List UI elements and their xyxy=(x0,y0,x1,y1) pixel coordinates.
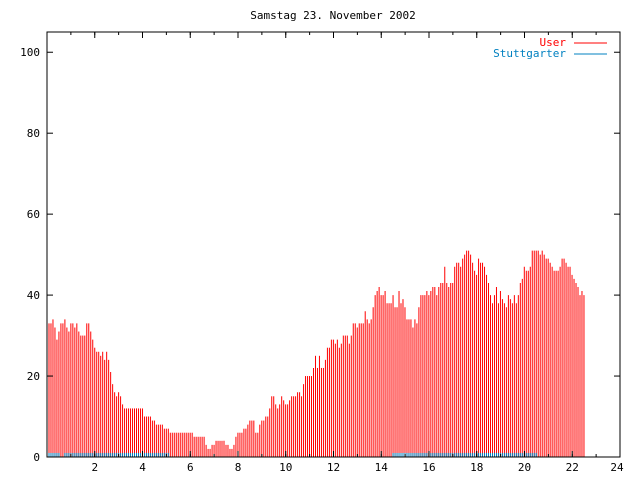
y-tick-label: 60 xyxy=(27,208,40,221)
y-tick-label: 100 xyxy=(20,46,40,59)
x-tick-label: 8 xyxy=(235,461,242,474)
x-tick-label: 16 xyxy=(422,461,435,474)
y-tick-label: 0 xyxy=(33,451,40,464)
y-axis: 0 20 40 60 80 100 xyxy=(20,46,620,464)
y-tick-label: 20 xyxy=(27,370,40,383)
legend-label-stuttgarter: Stuttgarter xyxy=(493,47,566,60)
x-tick-label: 22 xyxy=(566,461,579,474)
legend-label-user: User xyxy=(540,36,567,49)
x-tick-label: 18 xyxy=(470,461,483,474)
x-tick-label: 24 xyxy=(610,461,624,474)
x-tick-label: 6 xyxy=(187,461,194,474)
x-tick-label: 12 xyxy=(327,461,340,474)
data-bars xyxy=(46,250,585,457)
x-tick-label: 4 xyxy=(139,461,146,474)
y-tick-label: 80 xyxy=(27,127,40,140)
x-tick-label: 2 xyxy=(91,461,98,474)
x-tick-label: 10 xyxy=(279,461,292,474)
chart-title: Samstag 23. November 2002 xyxy=(250,9,416,22)
x-axis: 2 4 6 8 10 12 14 16 18 20 22 24 xyxy=(70,32,624,474)
x-tick-label: 14 xyxy=(375,461,389,474)
x-tick-label: 20 xyxy=(518,461,531,474)
y-tick-label: 40 xyxy=(27,289,40,302)
